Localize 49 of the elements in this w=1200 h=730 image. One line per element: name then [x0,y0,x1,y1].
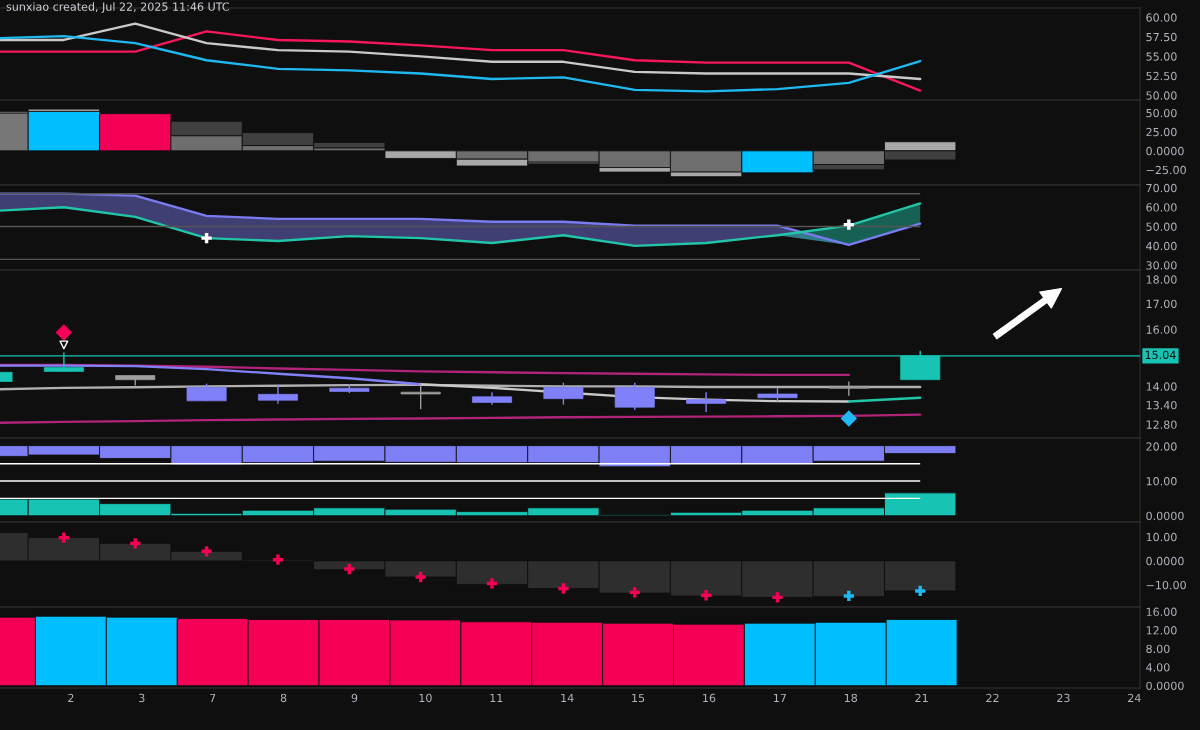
y-tick-label: 52.50 [1146,71,1177,81]
x-tick-label: 18 [844,693,858,703]
x-tick-label: 22 [986,693,999,702]
x-tick-label: 23 [1057,693,1070,703]
y-tick-label: 55.00 [1146,52,1177,61]
y-tick-label: 12.00 [1146,626,1177,635]
y-tick-label: 4.00 [1146,663,1170,672]
x-tick-label: 16 [703,693,716,703]
y-tick-label: 20.00 [1146,442,1177,451]
x-tick-label: 14 [561,693,574,702]
y-tick-label: 57.50 [1146,32,1177,42]
y-tick-label: 18.00 [1146,275,1177,284]
y-tick-label: 8.00 [1146,644,1170,654]
y-tick-label: 30.00 [1146,261,1177,270]
y-tick-label: 10.00 [1146,532,1177,542]
y-tick-label: 60.00 [1146,203,1177,212]
y-tick-label: 16.00 [1146,607,1177,617]
ref-line-label: 15.04 [1145,350,1176,360]
y-tick-label: 13.40 [1146,400,1177,410]
x-tick-label: 3 [139,693,145,703]
annotation: sunxiao created, Jul 22, 2025 11:46 UTC [6,2,229,13]
y-tick-label: 0.0000 [1146,146,1184,156]
y-tick-label: −10.00 [1146,580,1186,590]
y-tick-label: 25.00 [1146,127,1177,137]
x-tick-label: 17 [774,693,786,702]
x-tick-label: 7 [210,693,216,702]
y-tick-label: 12.80 [1146,420,1177,429]
y-tick-label: −25.00 [1146,165,1186,175]
x-tick-label: 15 [632,693,645,703]
y-tick-label: 0.0000 [1146,511,1184,521]
x-tick-label: 9 [351,693,358,703]
y-tick-label: 40.00 [1146,241,1177,251]
x-tick-label: 11 [490,693,503,702]
y-tick-label: 60.00 [1146,13,1177,22]
y-tick-label: 70.00 [1146,183,1177,193]
x-tick-label: 2 [68,693,74,702]
x-tick-label: 10 [419,693,432,703]
y-tick-label: 17.00 [1146,299,1177,309]
y-tick-label: 16.00 [1146,325,1177,334]
x-tick-label: 24 [1128,693,1141,702]
y-tick-label: 14.00 [1146,382,1177,391]
y-tick-label: 50.00 [1146,222,1177,231]
x-tick-label: 21 [915,693,928,702]
y-tick-label: 0.0000 [1146,681,1184,691]
y-tick-label: 50.00 [1146,108,1177,118]
y-tick-label: 0.0000 [1146,556,1184,566]
x-tick-label: 8 [280,693,287,703]
y-tick-label: 50.00 [1146,91,1177,100]
y-tick-label: 10.00 [1146,477,1177,486]
